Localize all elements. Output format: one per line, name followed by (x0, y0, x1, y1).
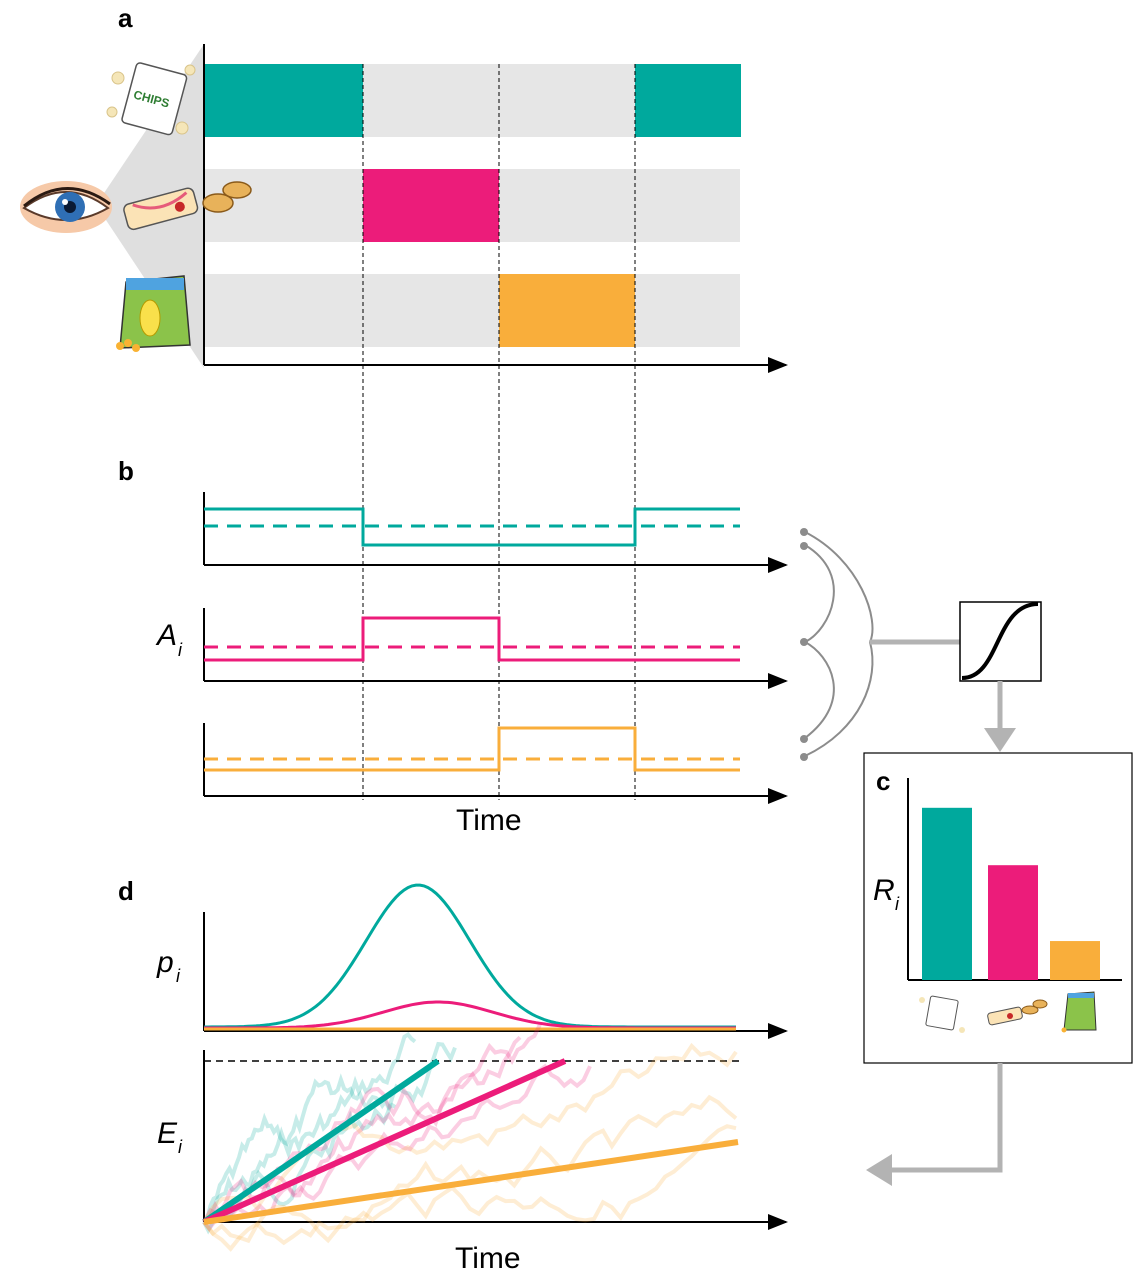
magenta-evidence-mean (202, 1058, 567, 1225)
connector-dots (800, 528, 808, 761)
panel-a-letter: a (118, 3, 133, 33)
noisy-trace (202, 1073, 397, 1224)
noisy-trace (202, 1041, 457, 1235)
switch-guides (362, 64, 636, 800)
fixation-chips-1 (204, 64, 363, 137)
panel-d-letter: d (118, 876, 134, 906)
panel-c-letter: c (876, 766, 890, 796)
corn-snack-small-icon (1061, 991, 1097, 1033)
fixation-roll (363, 169, 499, 242)
panel-c-ylabel: R (873, 874, 895, 907)
panel-d-xlabel: Time (455, 1242, 521, 1275)
teal-evidence-mean (202, 1058, 440, 1225)
teal-attention-trace (204, 507, 740, 547)
panel-d-e-label: E (157, 1117, 178, 1150)
noisy-evidence-traces (202, 1023, 738, 1252)
panel-b-xlabel: Time (456, 804, 522, 837)
cookie-roll-icon (123, 181, 252, 231)
panel-d-e-label-sub: i (178, 1137, 183, 1157)
noisy-trace (202, 1023, 542, 1224)
chips-bag-small-icon (919, 995, 965, 1033)
fixation-blocks (204, 64, 741, 347)
panel-c-bars (922, 807, 1100, 980)
sigmoid-box (959, 601, 1042, 682)
sigmoid-curve (961, 602, 1039, 680)
bar-2 (988, 865, 1038, 980)
fixation-corn (499, 274, 635, 347)
panel-d-p-label: p (156, 946, 174, 979)
panel-b-ylabel-sub: i (178, 640, 183, 660)
band-row-3 (204, 274, 740, 347)
fixation-chips-2 (635, 64, 741, 137)
eye-icon (20, 181, 112, 233)
corn-snack-bag-icon (116, 275, 191, 352)
noisy-trace (202, 1031, 417, 1224)
magenta-attention-trace (204, 616, 740, 662)
magenta-choice-probability (204, 1000, 736, 1030)
panel-d-p-label-sub: i (176, 966, 181, 986)
cookie-roll-small-icon (987, 999, 1048, 1026)
panel-c-ylabel-sub: i (895, 894, 900, 914)
bar-3 (1050, 941, 1100, 980)
orange-evidence-mean (203, 1139, 739, 1225)
panel-b-ylabel: A (155, 619, 177, 652)
chips-bag-icon: CHIPS (106, 62, 196, 136)
panel-b-letter: b (118, 456, 134, 486)
orange-attention-trace (204, 726, 740, 772)
noisy-trace (202, 1124, 737, 1244)
bar-1 (922, 807, 972, 980)
noisy-trace (202, 1063, 592, 1224)
arrow-to-panel-d (890, 1063, 1003, 1173)
noisy-trace (202, 1042, 738, 1224)
connectors (804, 531, 874, 757)
